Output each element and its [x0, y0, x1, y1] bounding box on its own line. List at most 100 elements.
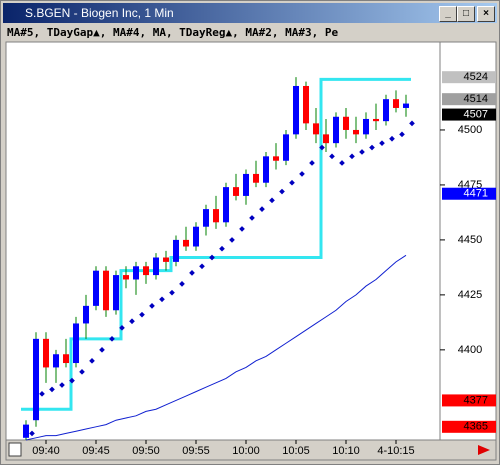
sar-dot: [69, 377, 75, 384]
close-button[interactable]: ×: [477, 6, 495, 22]
price-marker: [442, 108, 496, 121]
sar-dot: [159, 296, 165, 303]
sar-dot: [129, 318, 135, 325]
sar-dot: [79, 369, 85, 375]
candle-body: [203, 209, 209, 227]
sar-dot: [299, 171, 305, 177]
time-axis: [5, 439, 497, 461]
candle-body: [123, 275, 129, 280]
candle-body: [393, 99, 399, 108]
price-marker-label: 4377: [464, 394, 488, 406]
sar-dot: [89, 358, 95, 364]
candle-body: [293, 85, 299, 135]
candle-body: [333, 116, 339, 144]
sar-dot: [119, 325, 125, 331]
candle-body: [143, 266, 149, 276]
sar-dot: [149, 303, 155, 309]
sar-dot: [289, 179, 295, 186]
price-axis: [439, 41, 497, 441]
sar-dot: [249, 215, 255, 221]
candle-body: [273, 156, 279, 161]
candle-body: [83, 305, 89, 324]
scroll-right-arrow[interactable]: [478, 445, 490, 455]
sar-dot: [99, 347, 105, 353]
sar-dot: [179, 281, 185, 287]
candle-body: [73, 323, 79, 364]
candle-body: [103, 270, 109, 311]
x-tick-label: 09:50: [132, 445, 160, 457]
price-marker-label: 4471: [464, 188, 488, 200]
candle-body: [223, 187, 229, 223]
title-bar: S.BGEN - Biogen Inc, 1 Min _ □ ×: [3, 3, 497, 23]
y-tick-label: 4425: [458, 289, 482, 301]
sar-dot: [189, 270, 195, 276]
sar-dot: [339, 160, 345, 166]
candle-body: [363, 118, 369, 135]
sar-dot: [329, 153, 335, 160]
candle-body: [283, 134, 289, 161]
x-tick-label: 10:00: [232, 445, 260, 457]
candle-body: [133, 266, 139, 280]
candle-body: [173, 239, 179, 262]
sar-dot: [379, 140, 385, 146]
candle-body: [323, 134, 329, 144]
x-tick-label: 09:45: [82, 445, 110, 457]
y-tick-label: 4400: [458, 344, 482, 356]
candle-body: [33, 338, 39, 421]
candle-body: [303, 85, 309, 124]
candle-body: [113, 275, 119, 311]
candle-body: [343, 116, 349, 130]
price-marker: [442, 187, 496, 200]
scroll-box[interactable]: [8, 442, 22, 457]
sar-dot: [229, 237, 235, 243]
price-marker-label: 4507: [464, 108, 488, 120]
y-tick-label: 4500: [458, 124, 482, 136]
window-title: S.BGEN - Biogen Inc, 1 Min: [25, 6, 174, 20]
candle-body: [353, 129, 359, 135]
x-tick-label: 4-10:15: [377, 445, 414, 457]
sar-dot: [109, 336, 115, 342]
candle-body: [233, 187, 239, 196]
sar-dot: [369, 144, 375, 151]
candle-body: [23, 424, 29, 438]
sar-dot: [309, 160, 315, 166]
price-marker: [442, 71, 496, 84]
price-marker: [442, 93, 496, 106]
candle-body: [213, 209, 219, 223]
candle-body: [43, 338, 49, 368]
sar-dot: [279, 188, 285, 195]
sar-dot: [139, 311, 145, 318]
price-marker: [442, 394, 496, 407]
x-tick-label: 09:55: [182, 445, 210, 457]
sar-dot: [409, 120, 415, 127]
sar-dot: [319, 144, 325, 151]
candle-body: [153, 257, 159, 276]
candle-body: [193, 226, 199, 247]
sar-dot: [239, 226, 245, 232]
sar-dot: [389, 135, 395, 142]
sar-dot: [269, 197, 275, 204]
sar-dot: [199, 263, 205, 270]
candle-body: [253, 173, 259, 183]
maximize-button[interactable]: □: [457, 6, 475, 22]
candle-body: [63, 354, 69, 364]
x-tick-label: 09:40: [32, 445, 60, 457]
sar-dot: [359, 149, 365, 155]
sar-dot: [399, 131, 405, 138]
y-tick-label: 4450: [458, 234, 482, 246]
indicator-line: [21, 77, 411, 411]
candle-body: [243, 173, 249, 196]
candle-body: [183, 239, 189, 247]
indicator-header: MA#5, TDayGap▲, MA#4, MA, TDayReg▲, MA#2…: [7, 26, 339, 39]
candle-body: [93, 270, 99, 306]
sar-dot: [259, 206, 265, 212]
minimize-button[interactable]: _: [439, 6, 457, 22]
price-marker: [442, 420, 496, 433]
candle-body: [383, 99, 389, 122]
sar-dot: [219, 245, 225, 252]
price-marker-label: 4524: [464, 71, 488, 83]
sar-dot: [169, 289, 175, 296]
indicator-line: [25, 254, 407, 441]
sar-dot: [349, 153, 355, 160]
